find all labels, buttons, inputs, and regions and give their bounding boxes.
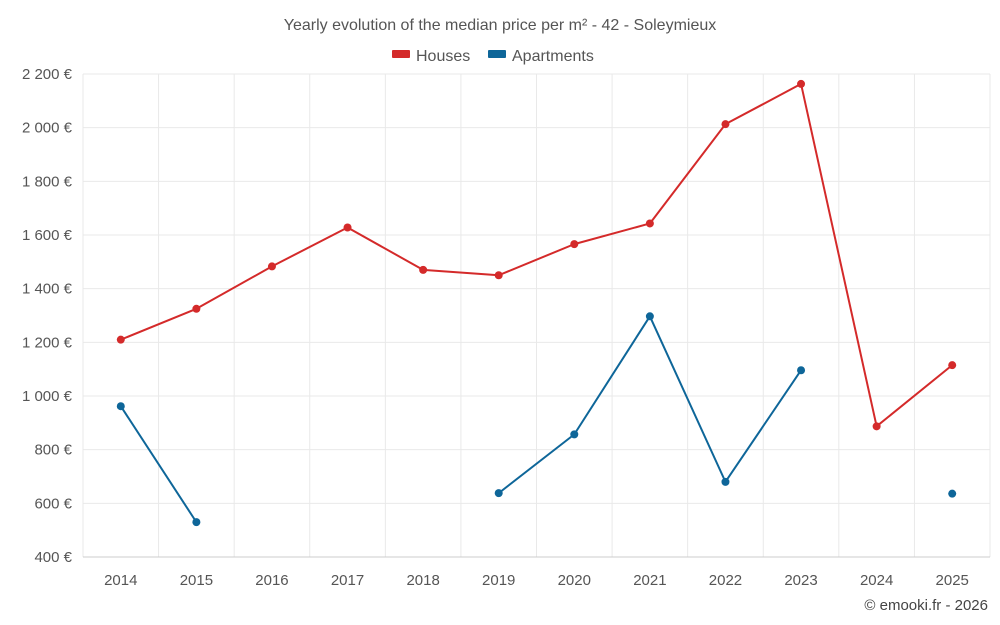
data-point-houses-2016[interactable] (267, 262, 276, 271)
x-tick-label: 2015 (180, 572, 213, 589)
x-tick-label: 2025 (936, 572, 969, 589)
legend-label-apartments: Apartments (512, 48, 594, 65)
series-line-apartments (119, 405, 198, 524)
y-tick-label: 400 € (34, 549, 72, 566)
y-axis: 2 200 € 2 000 € 1 800 € 1 600 € 1 400 € 1 200… (22, 66, 73, 566)
x-tick-label: 2023 (784, 572, 817, 589)
data-point-apartments-2015[interactable] (192, 518, 201, 527)
x-tick-label: 2019 (482, 572, 515, 589)
series-apartments (116, 312, 957, 527)
chart-title: Yearly evolution of the median price per… (284, 17, 717, 34)
y-tick-label: 800 € (34, 442, 72, 459)
data-point-apartments-2021[interactable] (645, 312, 654, 321)
data-point-houses-2014[interactable] (116, 335, 125, 344)
data-point-houses-2021[interactable] (645, 219, 654, 228)
x-tick-label: 2021 (633, 572, 666, 589)
y-tick-label: 2 000 € (22, 120, 73, 137)
x-axis: 2014 2015 2016 2017 2018 2019 2020 2021 2022 2023… (83, 556, 990, 589)
legend: Houses Apartments (392, 48, 594, 65)
y-tick-label: 1 800 € (22, 173, 73, 190)
legend-item-apartments[interactable]: Apartments (488, 48, 594, 65)
data-point-houses-2017[interactable] (343, 223, 352, 232)
legend-swatch-apartments (488, 50, 506, 58)
x-tick-label: 2024 (860, 572, 893, 589)
y-tick-label: 600 € (34, 495, 72, 512)
data-point-houses-2020[interactable] (570, 240, 579, 249)
data-point-apartments-2022[interactable] (721, 477, 730, 486)
x-tick-label: 2022 (709, 572, 742, 589)
series-line-houses (119, 82, 954, 428)
data-point-houses-2015[interactable] (192, 304, 201, 313)
data-point-houses-2019[interactable] (494, 271, 503, 280)
data-point-houses-2018[interactable] (419, 265, 428, 274)
legend-label-houses: Houses (416, 48, 470, 65)
data-point-apartments-2019[interactable] (494, 489, 503, 498)
grid (82, 73, 991, 558)
y-tick-label: 2 200 € (22, 66, 73, 83)
y-tick-label: 1 200 € (22, 334, 73, 351)
y-tick-label: 1 600 € (22, 227, 73, 244)
legend-swatch-houses (392, 50, 410, 58)
data-point-houses-2024[interactable] (872, 422, 881, 431)
x-tick-label: 2017 (331, 572, 364, 589)
x-tick-label: 2018 (406, 572, 439, 589)
data-point-apartments-2025[interactable] (948, 489, 957, 498)
y-tick-label: 1 000 € (22, 388, 73, 405)
x-tick-label: 2014 (104, 572, 137, 589)
data-point-apartments-2020[interactable] (570, 430, 579, 439)
series (116, 79, 957, 527)
y-tick-label: 1 400 € (22, 281, 73, 298)
series-houses (116, 79, 957, 431)
data-point-houses-2022[interactable] (721, 120, 730, 129)
data-point-apartments-2023[interactable] (797, 366, 806, 375)
x-tick-label: 2016 (255, 572, 288, 589)
credit: © emooki.fr - 2026 (864, 597, 988, 614)
data-point-houses-2025[interactable] (948, 361, 957, 370)
data-point-houses-2023[interactable] (797, 79, 806, 88)
x-tick-label: 2020 (558, 572, 591, 589)
data-point-apartments-2014[interactable] (116, 402, 125, 411)
legend-item-houses[interactable]: Houses (392, 48, 470, 65)
